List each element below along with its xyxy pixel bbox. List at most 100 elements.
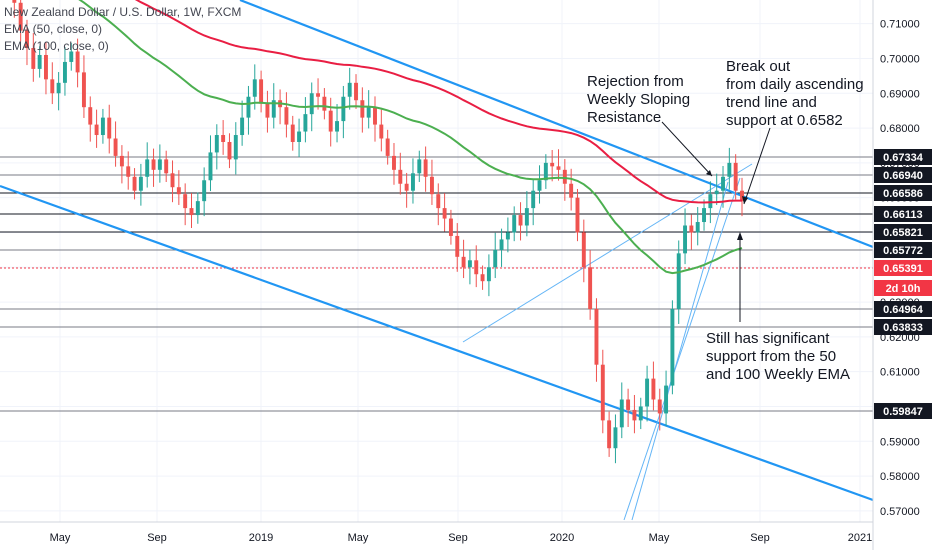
y-tick-label: 0.57000 — [880, 506, 920, 518]
candle-body — [81, 72, 86, 108]
candle-body — [385, 138, 390, 156]
price-tag-label: 0.67334 — [883, 152, 924, 164]
candle-body — [689, 225, 694, 233]
candle-body — [556, 166, 561, 170]
candle-body — [107, 117, 112, 139]
rejection-arrow — [661, 121, 713, 177]
price-tag-label: 0.65821 — [883, 227, 923, 239]
price-tag-label: 0.65391 — [883, 263, 923, 275]
candle-body — [227, 141, 232, 160]
annotation-breakout: Break out from daily ascending trend lin… — [726, 58, 864, 129]
candle-body — [619, 399, 624, 428]
ascending-trendline-1[interactable] — [462, 163, 753, 343]
candle-body — [543, 162, 548, 181]
candle-body — [467, 260, 472, 268]
candle-body — [600, 364, 605, 421]
candle-body — [429, 176, 434, 195]
candle-body — [594, 309, 599, 365]
y-tick-label: 0.68000 — [880, 123, 920, 135]
candle-body — [632, 409, 637, 421]
price-tag-label: 0.66940 — [883, 170, 923, 182]
candle-body — [379, 124, 384, 139]
price-tag-label: 0.66113 — [883, 209, 922, 221]
candle-body — [113, 138, 118, 156]
candle-body — [75, 51, 80, 73]
candle-body — [69, 51, 74, 62]
candle-body — [727, 162, 732, 177]
legend-title: New Zealand Dollar / U.S. Dollar, 1W, FX… — [4, 5, 242, 19]
annotation-rejection: Rejection from Weekly Sloping Resistance — [587, 73, 691, 126]
price-tags: 0.67334 0.66940 0.66586 0.66113 0.65821 0.657… — [874, 149, 932, 419]
candle-body — [360, 100, 365, 118]
candle-body — [626, 399, 631, 410]
candle-body — [240, 117, 245, 136]
x-tick-label: May — [50, 532, 71, 544]
ascending-trendline-2[interactable] — [623, 177, 741, 521]
candle-body — [417, 159, 422, 174]
candle-body — [518, 215, 523, 226]
ema100-line[interactable] — [8, 0, 742, 204]
candle-body — [575, 197, 580, 233]
candle-body — [157, 159, 162, 170]
price-tag — [874, 167, 932, 183]
candle-body — [31, 48, 36, 69]
price-tag — [874, 301, 932, 317]
candle-body — [708, 194, 713, 209]
candle-body — [132, 176, 137, 191]
candle-body — [569, 183, 574, 198]
rejection-arrowhead — [706, 170, 712, 176]
gridlines — [0, 0, 873, 522]
candle-body — [303, 114, 308, 132]
channel-lower-line[interactable] — [0, 184, 874, 502]
horizontal-levels — [0, 156, 873, 412]
candle-body — [651, 378, 656, 400]
candle-body — [493, 249, 498, 268]
candle-body — [499, 239, 504, 250]
price-tag-label: 0.63833 — [883, 322, 923, 334]
x-tick-label: Sep — [750, 532, 770, 544]
price-tag — [874, 224, 932, 240]
channel-lines — [0, 0, 874, 502]
candle-body — [18, 2, 23, 31]
price-tag — [874, 280, 932, 296]
trend-lines — [462, 163, 753, 521]
x-tick-label: Sep — [448, 532, 468, 544]
candle-body — [657, 399, 662, 414]
time-axis: May Sep 2019 May Sep 2020 May Sep 2021 — [0, 521, 873, 544]
y-tick-label: 0.58000 — [880, 471, 920, 483]
candle-body — [404, 183, 409, 191]
candle-body — [259, 79, 264, 104]
candle-body — [88, 107, 93, 125]
annotation-support: Still has significant support from the 5… — [706, 330, 850, 383]
y-tick-label: 0.61000 — [880, 367, 920, 379]
channel-upper-line[interactable] — [239, 0, 874, 249]
candle-body — [202, 180, 207, 202]
candle-body — [411, 173, 415, 191]
candles — [12, 0, 744, 464]
price-tag-label: 0.65772 — [883, 245, 923, 257]
candle-body — [354, 82, 358, 101]
candle-body — [531, 190, 536, 209]
price-tag-label: 0.66586 — [883, 188, 923, 200]
price-tag — [874, 206, 932, 222]
candle-body — [297, 131, 302, 142]
candle-body — [537, 180, 542, 191]
candle-body — [676, 253, 681, 310]
y-tick-label: 0.70000 — [880, 53, 920, 65]
ema50-line[interactable] — [8, 0, 743, 275]
candle-body — [550, 162, 555, 167]
candle-body — [373, 107, 377, 125]
candle-body — [423, 159, 428, 177]
candle-body — [480, 274, 485, 282]
candle-body — [214, 135, 219, 153]
candle-body — [176, 187, 181, 195]
candle-body — [721, 176, 725, 191]
candle-body — [246, 96, 251, 118]
candle-body — [695, 222, 700, 233]
ascending-trendline-3[interactable] — [631, 181, 729, 521]
price-tag-label: 0.59847 — [883, 406, 923, 418]
candle-body — [309, 93, 314, 115]
candle-body — [335, 121, 339, 132]
ema-lines — [8, 0, 743, 275]
price-tag — [874, 403, 932, 419]
